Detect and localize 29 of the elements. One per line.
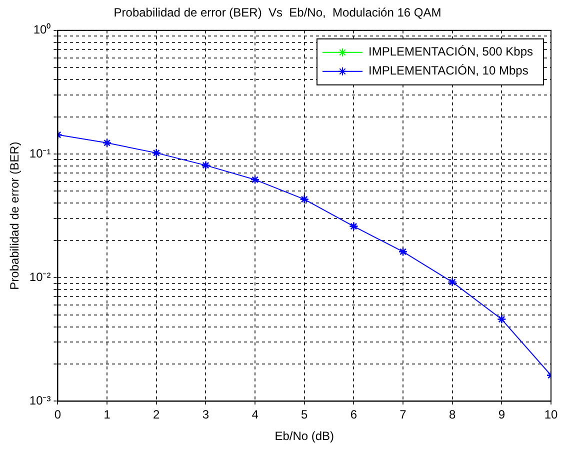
y-tick-label: 10⁰	[33, 22, 51, 37]
x-tick-label: 6	[350, 408, 358, 422]
x-tick-label: 4	[252, 408, 259, 422]
x-tick-label: 3	[202, 408, 210, 422]
x-tick-label: 2	[153, 408, 160, 422]
x-axis-title: Eb/No (dB)	[274, 429, 334, 444]
x-tick-label: 8	[449, 408, 456, 422]
y-tick-label: 10⁻¹	[29, 146, 51, 160]
x-tick-label: 5	[301, 408, 308, 422]
x-tick-label: 9	[498, 408, 506, 422]
point	[300, 194, 310, 204]
point	[349, 222, 358, 231]
point	[102, 138, 112, 148]
point	[497, 314, 506, 324]
y-axis-title: Probabilidad de error (BER)	[8, 142, 22, 290]
point	[448, 277, 457, 287]
point	[250, 175, 260, 184]
x-tick-label: 1	[104, 408, 111, 422]
x-tick-label: 7	[400, 408, 407, 422]
legend-label: IMPLEMENTACIÓN, 10 Mbps	[368, 64, 528, 78]
x-tick-label: 10	[544, 408, 558, 422]
point	[398, 247, 408, 256]
y-tick-label: 10⁻³	[29, 394, 51, 408]
x-tick-label: 0	[54, 408, 62, 422]
y-tick-label: 10⁻²	[29, 270, 51, 284]
point	[152, 148, 162, 158]
legend-label: IMPLEMENTACIÓN, 500 Kbps	[368, 44, 534, 59]
chart-title: Probabilidad de error (BER) Vs Eb/No, Modulación 16 QAM	[114, 6, 442, 20]
point	[201, 160, 210, 170]
